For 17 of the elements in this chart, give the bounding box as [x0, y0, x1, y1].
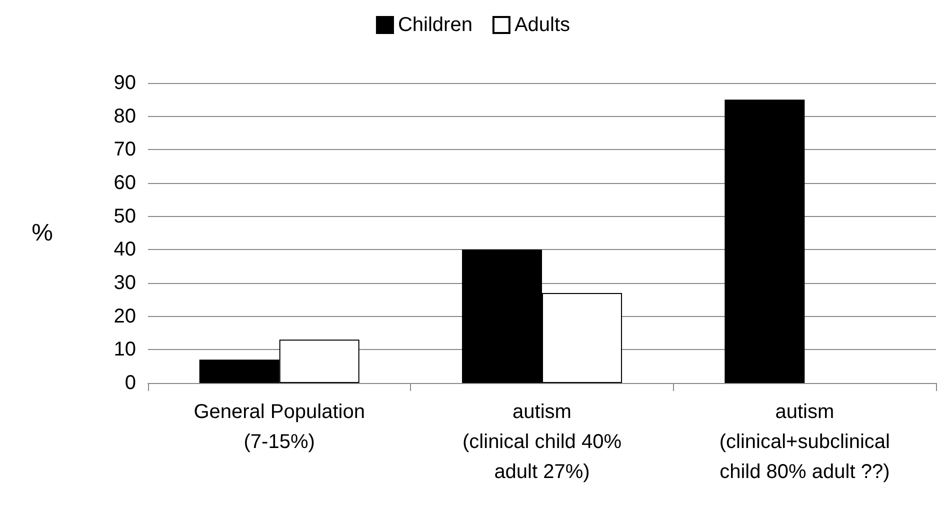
x-tick-label: autism (clinical child 40% adult 27%) [462, 401, 622, 483]
y-tick-label: 0 [124, 372, 136, 394]
y-tick-label: 40 [114, 238, 136, 261]
y-axis-title: % [32, 220, 53, 246]
y-tick-label: 70 [114, 138, 136, 161]
y-tick-label: 30 [114, 272, 136, 294]
x-tick-label: autism (clinical+subclinical child 80% adult ??) [719, 401, 890, 483]
y-tick-label: 20 [114, 305, 136, 328]
y-tick-label: 80 [114, 105, 136, 128]
y-tick-label: 60 [114, 172, 136, 194]
legend-label: Children [398, 14, 472, 36]
y-tick-label: 10 [114, 338, 136, 361]
legend-label: Adults [514, 14, 570, 36]
x-tick-label: General Population (7-15%) [194, 401, 365, 453]
bar [724, 100, 805, 383]
y-tick-label: 50 [114, 205, 136, 228]
y-tick-label: 90 [114, 72, 136, 94]
